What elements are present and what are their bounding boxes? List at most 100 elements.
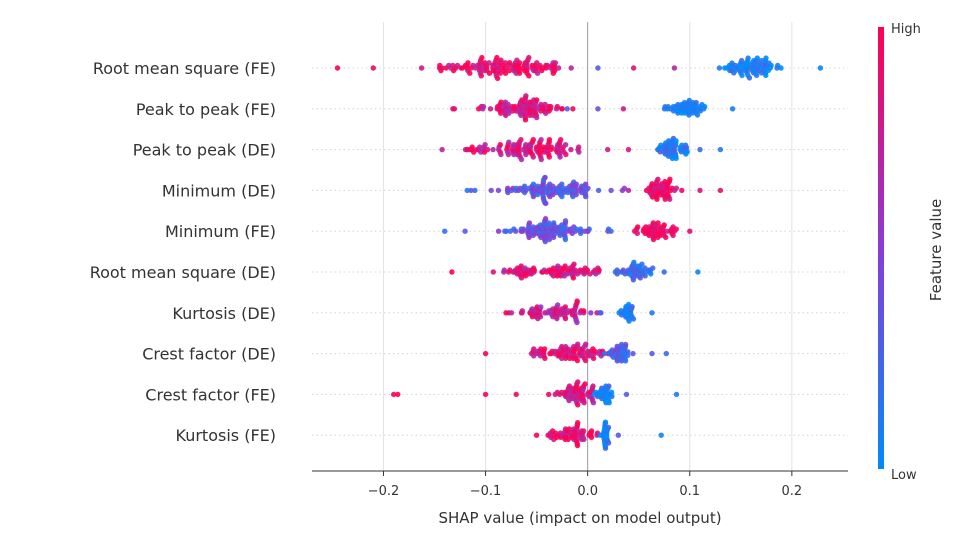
shap-point — [625, 146, 632, 153]
shap-point — [667, 196, 673, 202]
feature-label: Minimum (FE) — [165, 222, 276, 241]
shap-point — [595, 187, 602, 194]
shap-point — [684, 149, 690, 155]
shap-point — [562, 236, 569, 243]
shap-point — [522, 117, 529, 123]
shap-point — [648, 271, 654, 277]
shap-point — [508, 310, 515, 316]
shap-point — [516, 70, 523, 76]
shap-point — [753, 72, 760, 79]
x-tick-label: −0.1 — [470, 484, 502, 499]
shap-point — [661, 222, 667, 228]
shap-point — [543, 200, 549, 207]
shap-point — [533, 432, 540, 438]
shap-point — [526, 73, 532, 79]
shap-point — [520, 226, 527, 232]
shap-point — [663, 350, 669, 357]
colorbar: High Low Feature value — [878, 22, 945, 483]
shap-point — [557, 154, 563, 160]
shap-point — [495, 187, 502, 194]
shap-point — [570, 106, 576, 112]
shap-point — [578, 230, 584, 236]
shap-point — [562, 218, 569, 224]
shap-point — [439, 65, 445, 71]
shap-point — [575, 402, 581, 408]
shap-point — [488, 187, 494, 194]
shap-point — [395, 391, 401, 398]
shap-point — [620, 106, 627, 112]
shap-point — [663, 234, 669, 241]
shap-point — [655, 220, 661, 226]
shap-point — [449, 269, 455, 275]
shap-point — [552, 60, 559, 66]
shap-point — [482, 391, 489, 398]
shap-point — [574, 319, 580, 326]
shap-point — [530, 181, 537, 187]
shap-point — [694, 112, 701, 118]
shap-point — [526, 220, 533, 226]
shap-point — [754, 55, 760, 61]
shap-point — [548, 144, 555, 150]
shap-point — [534, 114, 540, 121]
shap-point — [494, 54, 500, 61]
shap-point — [467, 70, 473, 76]
shap-point — [717, 146, 724, 153]
x-tick-label: 0.0 — [577, 484, 598, 499]
shap-point — [553, 430, 559, 436]
shap-point — [595, 106, 601, 112]
shap-point — [571, 261, 577, 267]
feature-labels: Root mean square (FE) Peak to peak (FE) Pe… — [90, 59, 276, 445]
x-axis-title: SHAP value (impact on model output) — [438, 509, 721, 527]
shap-point — [506, 139, 512, 145]
shap-point — [542, 174, 548, 181]
x-axis: −0.2 −0.1 0.0 0.1 0.2 SHAP value (impact on … — [312, 470, 848, 527]
shap-point — [630, 316, 637, 322]
colorbar-gradient — [878, 27, 884, 469]
shap-point — [693, 99, 699, 106]
shap-point — [577, 226, 584, 232]
shap-point — [573, 226, 579, 232]
shap-point — [630, 350, 636, 357]
shap-point — [442, 228, 448, 234]
shap-point — [592, 348, 598, 354]
shap-point — [521, 183, 528, 189]
shap-point — [546, 137, 553, 143]
feature-label: Crest factor (FE) — [145, 385, 276, 404]
shap-point — [558, 137, 564, 143]
shap-point — [574, 442, 581, 449]
shap-point — [518, 275, 525, 281]
shap-point — [582, 357, 589, 364]
shap-point — [568, 65, 574, 71]
shap-point — [534, 97, 540, 103]
colorbar-low-label: Low — [891, 468, 917, 483]
shap-point — [574, 357, 581, 364]
shap-point — [546, 236, 553, 243]
shap-point — [637, 275, 643, 281]
shap-point — [531, 267, 537, 273]
shap-point — [484, 146, 491, 153]
shap-point — [464, 187, 470, 194]
shap-point — [482, 142, 488, 148]
shap-point — [464, 146, 470, 153]
shap-point — [581, 436, 587, 443]
feature-label: Minimum (DE) — [162, 181, 276, 200]
shap-point — [581, 400, 587, 406]
shap-point — [605, 424, 612, 431]
shap-point — [629, 303, 635, 310]
shap-point — [530, 154, 536, 160]
shap-point — [630, 65, 637, 71]
shap-point — [534, 70, 541, 76]
shap-point — [716, 65, 723, 71]
shap-point — [506, 110, 512, 116]
shap-point — [562, 263, 568, 269]
shap-point — [468, 187, 474, 194]
shap-point — [555, 302, 561, 308]
shap-point — [630, 277, 637, 283]
shap-point — [576, 144, 582, 150]
shap-point — [564, 106, 570, 112]
shap-point — [439, 146, 445, 153]
shap-point — [562, 142, 569, 148]
shap-point — [590, 383, 596, 389]
shap-point — [679, 187, 685, 194]
points-layer — [334, 54, 824, 451]
